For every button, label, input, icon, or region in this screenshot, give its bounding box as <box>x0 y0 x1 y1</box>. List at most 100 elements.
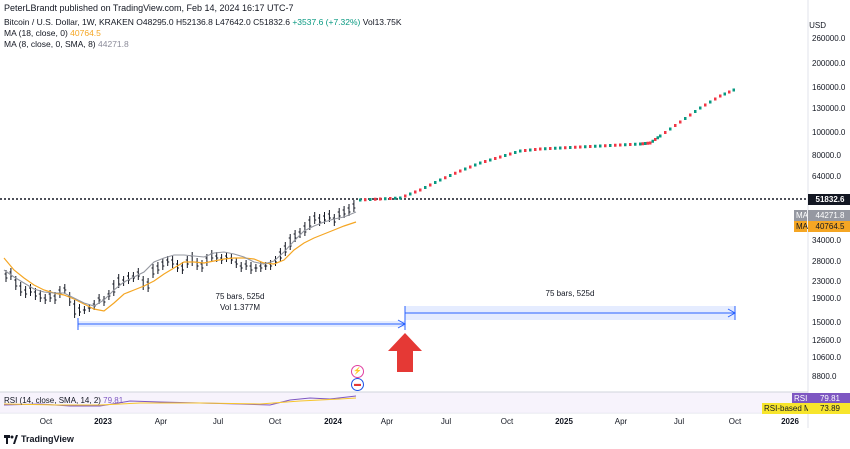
projected-candle <box>579 145 582 149</box>
time-tick-label: Jul <box>441 417 451 426</box>
projected-candle <box>624 143 627 147</box>
projected-candle <box>444 176 447 180</box>
price-tick-label: 8800.0 <box>812 372 837 381</box>
rsi-pane <box>0 392 808 413</box>
ohlc-bar <box>200 260 204 272</box>
publisher-line: PeterLBrandt published on TradingView.co… <box>4 3 294 13</box>
currency-label[interactable]: USD <box>809 21 826 30</box>
projected-candle <box>674 124 677 127</box>
ohlc-bar <box>332 214 336 226</box>
projected-candle <box>549 147 552 150</box>
ma18-label[interactable]: MA (18, close, 0) <box>4 28 68 38</box>
projected-candle <box>709 100 712 104</box>
ohlc-bar <box>180 262 184 274</box>
tradingview-logo[interactable]: TradingView <box>4 434 74 444</box>
ohlc-bar <box>112 280 116 296</box>
rsi-ma-tag-value: 73.89 <box>808 403 850 414</box>
projected-candle <box>689 113 692 117</box>
ohlc-bar <box>161 258 165 270</box>
us-flag-event-icon[interactable]: ▬ <box>351 378 364 391</box>
projected-candle <box>634 142 637 146</box>
projected-candle <box>699 106 702 110</box>
projected-candle <box>479 161 482 165</box>
ohlc-bar <box>68 292 72 306</box>
projected-candle <box>499 155 502 159</box>
time-tick-label: Oct <box>40 417 53 426</box>
projected-candle <box>732 88 735 92</box>
projected-candle <box>419 188 422 192</box>
rsi-tag-name: RSI <box>792 393 810 404</box>
projected-candle <box>449 174 452 177</box>
time-axis: Oct 2023 Apr Jul Oct 2024 Apr Jul Oct 2025 Apr Jul O… <box>40 417 800 426</box>
projected-candle <box>584 145 587 149</box>
ohlc-bar <box>19 282 23 296</box>
range1-label[interactable]: 75 bars, 525d Vol 1.377M <box>205 291 275 313</box>
projected-candles <box>359 88 735 202</box>
projected-candle <box>459 169 462 173</box>
projected-candle <box>539 147 542 151</box>
projected-candle <box>529 148 532 152</box>
ohlc-bar <box>313 212 317 224</box>
projected-candle <box>544 147 547 151</box>
projected-candle <box>646 141 649 145</box>
ohlc-bar <box>24 286 28 298</box>
lightning-event-icon[interactable]: ⚡ <box>351 365 364 378</box>
ohlc-bar <box>166 256 170 266</box>
ma18-line <box>3 221 357 312</box>
candles <box>4 200 356 318</box>
projected-candle <box>644 142 647 145</box>
ma8-label[interactable]: MA (8, close, 0, SMA, 8) <box>4 39 96 49</box>
ohlc-bar <box>288 234 292 250</box>
projected-candle <box>651 139 654 143</box>
rsi-label[interactable]: RSI (14, close, SMA, 14, 2) <box>4 396 101 405</box>
ohlc-bar <box>122 276 126 286</box>
projected-candle <box>564 146 567 150</box>
open-value: O48295.0 <box>136 17 174 27</box>
projected-candle <box>489 158 492 162</box>
ma8-value: 44271.8 <box>98 39 129 49</box>
ohlc-bar <box>38 290 42 302</box>
price-tick-label: 64000.0 <box>812 172 841 181</box>
projected-candle <box>524 149 527 152</box>
range2-bars: 75 bars, 525d <box>545 289 595 298</box>
projected-candle <box>384 197 387 201</box>
time-tick-label: 2025 <box>555 417 573 426</box>
projected-candle <box>409 192 412 196</box>
projected-candle <box>504 154 507 157</box>
ohlc-bar <box>151 264 155 278</box>
ohlc-bar <box>136 268 140 280</box>
projected-candle <box>414 190 417 194</box>
projected-candle <box>574 145 577 149</box>
time-tick-label: 2023 <box>94 417 112 426</box>
range1-vol: Vol 1.377M <box>219 303 261 312</box>
projected-candle <box>728 90 731 94</box>
ohlc-bar <box>190 252 194 266</box>
projected-candle <box>434 181 437 184</box>
range2-label[interactable]: 75 bars, 525d <box>535 288 605 299</box>
projected-candle <box>664 131 667 134</box>
ohlc-bar <box>249 262 253 274</box>
ohlc-bar <box>352 200 356 212</box>
projected-candle <box>404 194 407 198</box>
ohlc-bar <box>53 292 57 304</box>
projected-candle <box>424 186 427 189</box>
ohlc-bar <box>225 252 228 262</box>
projected-candle <box>514 151 517 154</box>
projected-candle <box>614 143 617 147</box>
projected-candle <box>639 142 642 146</box>
price-tick-label: 19000.0 <box>812 294 841 303</box>
projected-candle <box>554 146 557 150</box>
red-arrow-icon <box>388 333 422 372</box>
low-value: L47642.0 <box>215 17 251 27</box>
symbol-name[interactable]: Bitcoin / U.S. Dollar, 1W, KRAKEN <box>4 17 134 27</box>
projected-candle <box>714 97 717 101</box>
range1-bars: 75 bars, 525d <box>215 292 265 301</box>
time-tick-label: Apr <box>381 417 394 426</box>
price-tick-label: 160000.0 <box>812 83 846 92</box>
ma8-tag-name: MA <box>794 210 808 221</box>
projected-candle <box>374 197 377 201</box>
time-tick-label: 2024 <box>324 417 342 426</box>
ohlc-bar <box>29 284 32 296</box>
price-tick-label: 80000.0 <box>812 151 841 160</box>
